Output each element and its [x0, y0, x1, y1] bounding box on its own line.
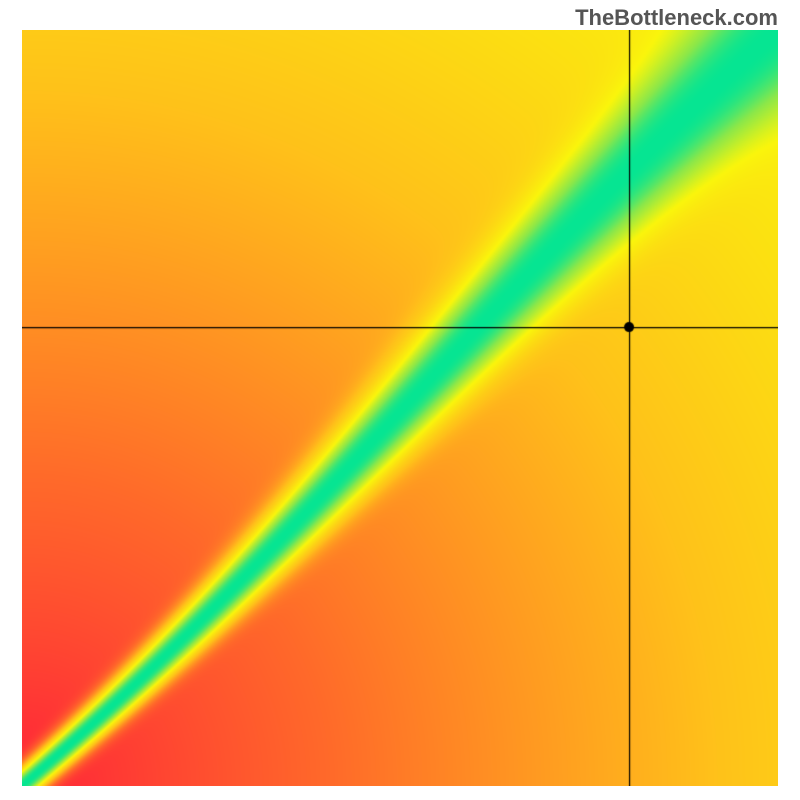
bottleneck-heatmap	[22, 30, 778, 786]
heatmap-canvas	[22, 30, 778, 786]
watermark-text: TheBottleneck.com	[575, 5, 778, 31]
